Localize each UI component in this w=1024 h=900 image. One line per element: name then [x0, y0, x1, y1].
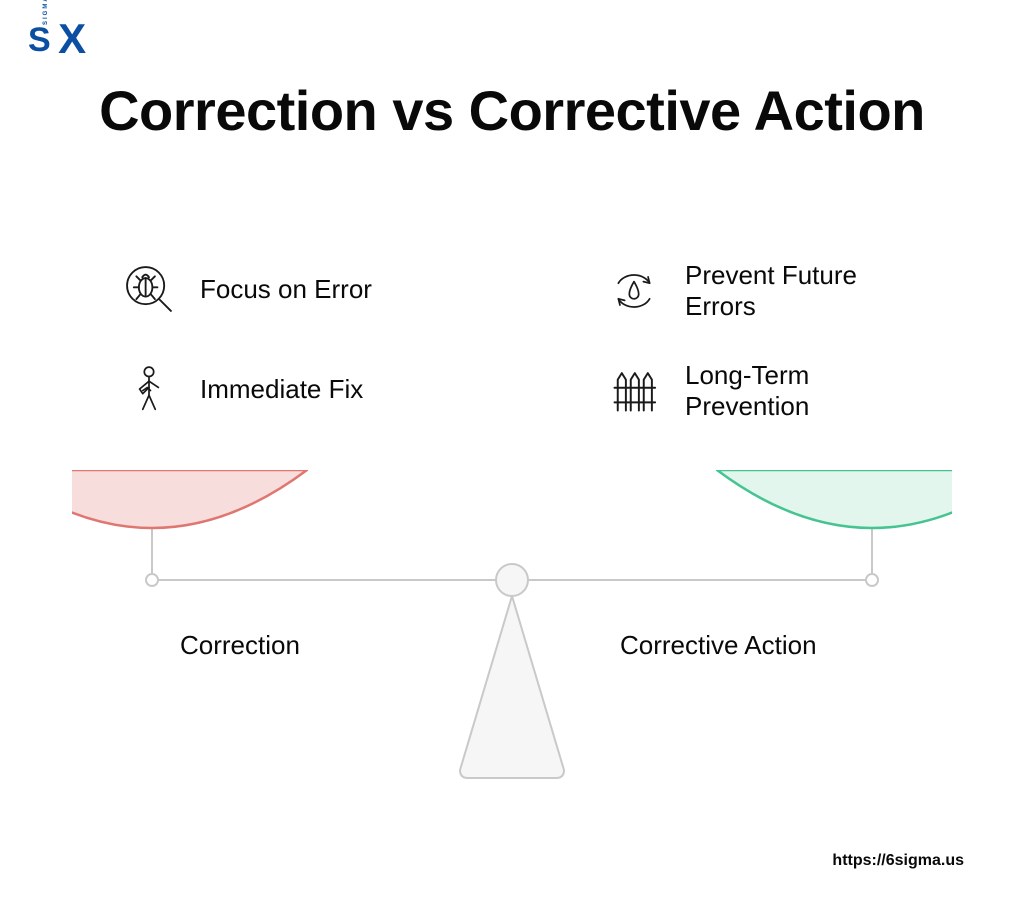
- scale-label-left: Correction: [180, 630, 300, 661]
- item-label: Long-Term Prevention: [685, 360, 905, 421]
- person-fix-icon: [120, 360, 178, 418]
- scale-label-right: Corrective Action: [620, 630, 817, 661]
- item-label: Prevent Future Errors: [685, 260, 905, 321]
- cycle-drop-icon: [605, 262, 663, 320]
- item-prevent-future-errors: Prevent Future Errors: [605, 260, 905, 321]
- item-label: Immediate Fix: [200, 374, 363, 405]
- scale-joint-left: [146, 574, 158, 586]
- item-long-term-prevention: Long-Term Prevention: [605, 360, 905, 421]
- logo-sigma-text: SIGMA: [44, 0, 48, 25]
- page-title: Correction vs Corrective Action: [0, 80, 1024, 143]
- item-label: Focus on Error: [200, 274, 372, 305]
- scale-base: [460, 596, 564, 778]
- scale-pivot: [496, 564, 528, 596]
- logo-main: S: [28, 21, 50, 59]
- item-focus-on-error: Focus on Error: [120, 260, 372, 318]
- feature-items: Focus on Error Immediate Fix: [0, 260, 1024, 480]
- scale-pan-left: [72, 470, 307, 528]
- fence-icon: [605, 362, 663, 420]
- bug-magnifier-icon: [120, 260, 178, 318]
- footer-url: https://6sigma.us: [832, 852, 964, 870]
- scale-joint-right: [866, 574, 878, 586]
- balance-scale: [0, 470, 1024, 790]
- six-sigma-logo: SSIGMAIX: [28, 22, 85, 53]
- logo-x: X: [58, 24, 85, 53]
- item-immediate-fix: Immediate Fix: [120, 360, 363, 418]
- scale-pan-right: [717, 470, 952, 528]
